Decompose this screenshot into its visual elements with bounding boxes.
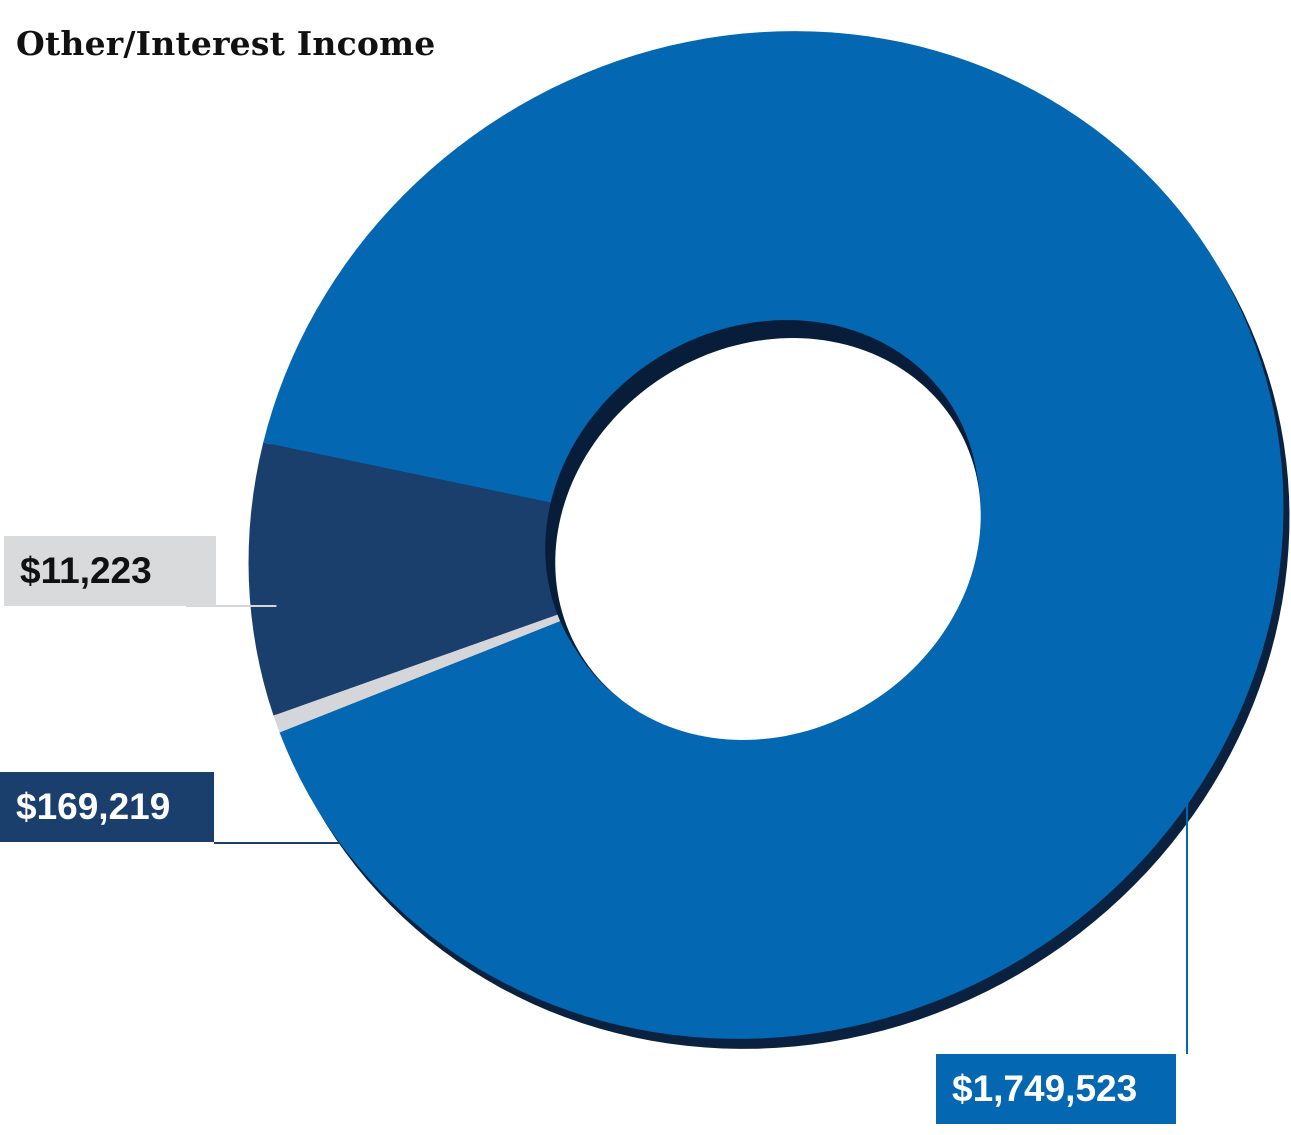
donut-hole <box>545 320 981 740</box>
leader-lines <box>186 605 1188 1054</box>
donut-slice-1 <box>248 442 560 716</box>
data-label-medium: $169,219 <box>0 772 214 842</box>
donut-slice-2 <box>263 31 1284 1039</box>
data-label-small: $11,223 <box>4 536 216 606</box>
chart-title: Other/Interest Income <box>16 24 436 63</box>
data-label-large: $1,749,523 <box>936 1054 1176 1124</box>
donut-hole-center <box>555 338 981 740</box>
donut-slices <box>248 31 1284 1039</box>
donut-slice-0 <box>273 613 563 733</box>
